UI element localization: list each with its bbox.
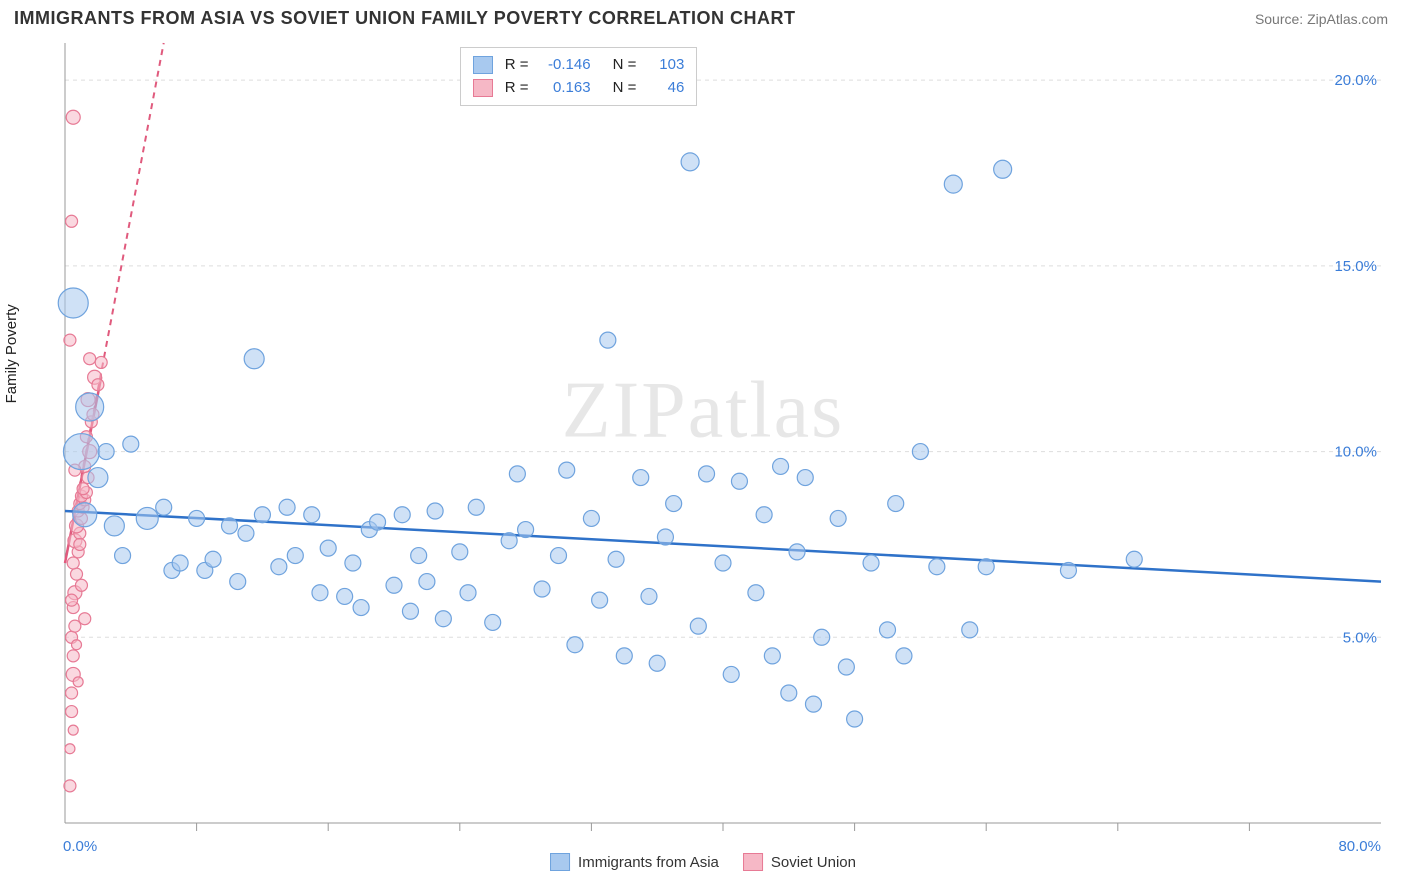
stats-row-soviet: R = 0.163 N = 46 — [473, 77, 685, 100]
header-bar: IMMIGRANTS FROM ASIA VS SOVIET UNION FAM… — [0, 0, 1406, 33]
legend-swatch-asia — [550, 853, 570, 871]
scatter-chart: 5.0% 10.0% 15.0% 20.0% 0.0% 80.0% — [13, 33, 1393, 873]
stats-swatch-soviet — [473, 79, 493, 97]
svg-text:10.0%: 10.0% — [1334, 444, 1377, 461]
r-value-soviet: 0.163 — [541, 77, 591, 100]
source-value: ZipAtlas.com — [1307, 11, 1388, 27]
n-label: N = — [613, 77, 637, 100]
stats-legend: R = -0.146 N = 103 R = 0.163 N = 46 — [460, 47, 698, 106]
stats-swatch-asia — [473, 56, 493, 74]
legend-label-soviet: Soviet Union — [771, 854, 856, 871]
y-axis-label: Family Poverty — [3, 304, 20, 403]
legend-swatch-soviet — [743, 853, 763, 871]
r-label: R = — [505, 77, 529, 100]
r-value-asia: -0.146 — [541, 54, 591, 77]
chart-title: IMMIGRANTS FROM ASIA VS SOVIET UNION FAM… — [14, 8, 796, 29]
stats-row-asia: R = -0.146 N = 103 — [473, 54, 685, 77]
svg-text:5.0%: 5.0% — [1343, 629, 1377, 646]
r-label: R = — [505, 54, 529, 77]
svg-text:20.0%: 20.0% — [1334, 72, 1377, 89]
svg-text:80.0%: 80.0% — [1338, 838, 1381, 855]
svg-text:15.0%: 15.0% — [1334, 258, 1377, 275]
legend-item-asia: Immigrants from Asia — [550, 853, 719, 871]
n-label: N = — [613, 54, 637, 77]
svg-text:0.0%: 0.0% — [63, 838, 97, 855]
chart-container: Family Poverty ZIPatlas 5.0%10.0%15.0%20… — [13, 33, 1393, 873]
bottom-legend: Immigrants from Asia Soviet Union — [550, 853, 856, 871]
n-value-asia: 103 — [648, 54, 684, 77]
source-attribution: Source: ZipAtlas.com — [1255, 11, 1388, 27]
legend-label-asia: Immigrants from Asia — [578, 854, 719, 871]
legend-item-soviet: Soviet Union — [743, 853, 856, 871]
source-label: Source: — [1255, 11, 1303, 27]
n-value-soviet: 46 — [648, 77, 684, 100]
